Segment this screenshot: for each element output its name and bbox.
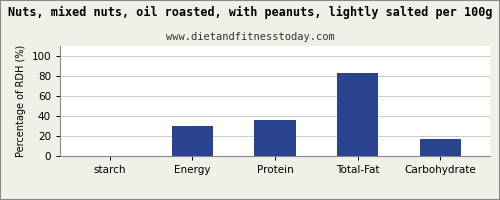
Bar — [337, 73, 378, 156]
Bar — [172, 126, 213, 156]
Text: www.dietandfitnesstoday.com: www.dietandfitnesstoday.com — [166, 32, 334, 42]
Text: Nuts, mixed nuts, oil roasted, with peanuts, lightly salted per 100g: Nuts, mixed nuts, oil roasted, with pean… — [8, 6, 492, 19]
Bar — [254, 120, 296, 156]
Y-axis label: Percentage of RDH (%): Percentage of RDH (%) — [16, 45, 26, 157]
Bar — [420, 139, 461, 156]
